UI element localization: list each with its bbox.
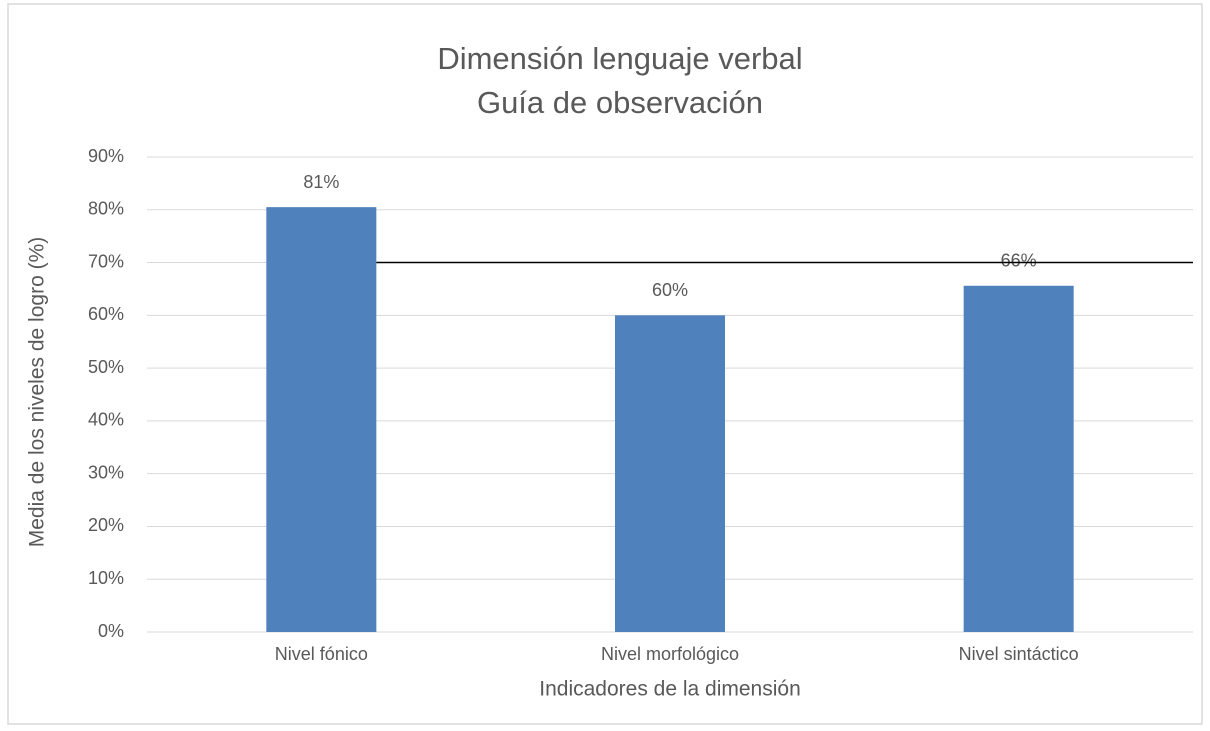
data-label: 81%	[303, 172, 339, 192]
y-tick-label: 90%	[88, 146, 124, 166]
bar	[266, 207, 377, 632]
y-axis-label: Media de los niveles de logro (%)	[26, 237, 49, 548]
x-tick-label: Nivel morfológico	[601, 644, 739, 664]
bar	[615, 315, 725, 632]
bar	[963, 285, 1074, 632]
x-tick-label: Nivel sintáctico	[959, 644, 1079, 664]
y-tick-label: 80%	[88, 199, 124, 219]
data-label: 60%	[652, 280, 688, 300]
y-tick-label: 30%	[88, 462, 124, 482]
data-label: 66%	[1001, 251, 1037, 271]
chart-subtitle: Guía de observación	[477, 85, 763, 120]
y-tick-label: 70%	[88, 251, 124, 271]
x-tick-label: Nivel fónico	[275, 644, 368, 664]
y-tick-label: 10%	[88, 568, 124, 588]
chart-title: Dimensión lenguaje verbal	[437, 41, 802, 76]
x-axis-label: Indicadores de la dimensión	[539, 678, 801, 701]
y-tick-label: 0%	[98, 621, 124, 641]
y-tick-label: 40%	[88, 410, 124, 430]
y-tick-label: 60%	[88, 304, 124, 324]
y-tick-label: 20%	[88, 515, 124, 535]
y-tick-label: 50%	[88, 357, 124, 377]
